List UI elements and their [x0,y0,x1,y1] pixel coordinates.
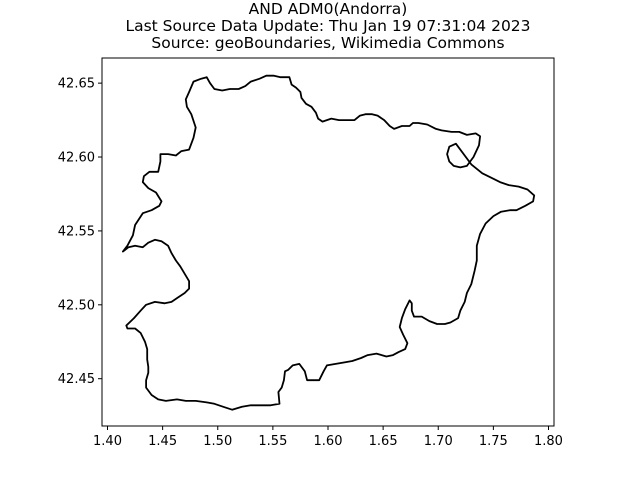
y-tick-label: 42.60 [58,151,95,166]
x-tick-label: 1.55 [258,434,287,449]
y-tick-label: 42.50 [58,298,95,313]
x-tick-label: 1.40 [93,434,122,449]
x-tick-label: 1.70 [424,434,453,449]
andorra-boundary [122,74,536,411]
x-tick-label: 1.65 [369,434,398,449]
plot-area: 1.40 1.45 1.50 1.55 1.60 1.65 1.70 1.75 1.80 42.4… [58,57,563,449]
axes-frame [101,57,555,427]
y-tick-label: 42.65 [58,77,95,92]
title-line-3: Source: geoBoundaries, Wikimedia Commons [151,34,505,52]
x-tick-label: 1.60 [314,434,343,449]
y-tick-label: 42.55 [58,224,95,239]
title-line-2: Last Source Data Update: Thu Jan 19 07:3… [125,17,531,35]
x-tick-label: 1.50 [203,434,232,449]
x-tick-label: 1.75 [479,434,508,449]
title-line-1: AND ADM0(Andorra) [248,0,408,18]
x-tick-label: 1.45 [148,434,177,449]
x-tick-label: 1.80 [534,434,563,449]
y-tick-label: 42.45 [58,372,95,387]
